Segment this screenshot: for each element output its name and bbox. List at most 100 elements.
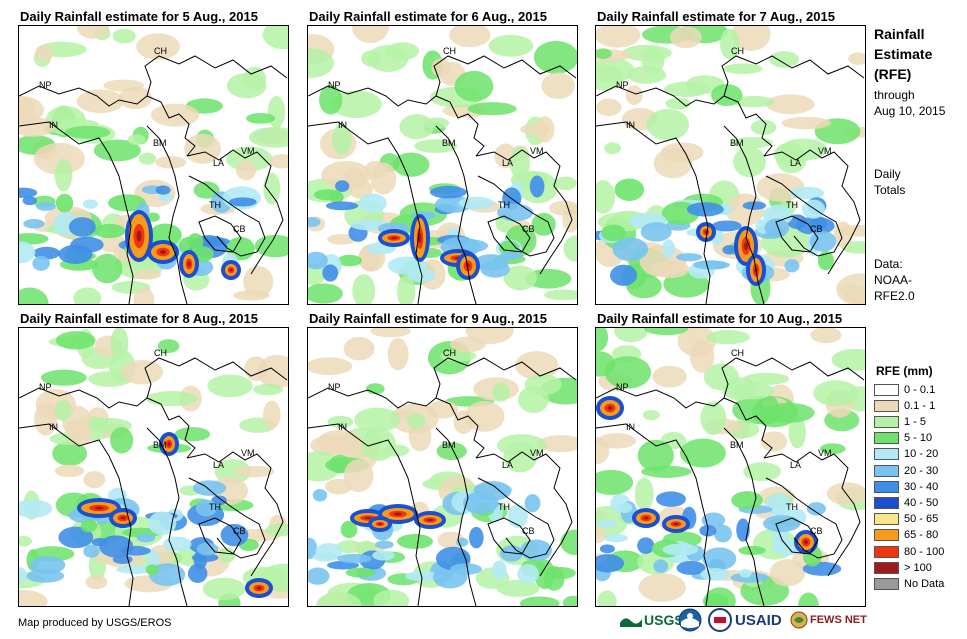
rainfall-area bbox=[467, 102, 517, 116]
rainfall-area bbox=[148, 511, 177, 536]
rainfall-area bbox=[19, 589, 48, 606]
rainfall-area bbox=[596, 519, 617, 528]
rainfall-area bbox=[93, 139, 141, 162]
rainfall-area bbox=[765, 494, 792, 517]
rainfall-area bbox=[73, 287, 102, 304]
country-label: IN bbox=[49, 120, 58, 130]
map-panel-1: CH NP IN BM LA VM TH CB bbox=[18, 25, 289, 305]
country-label: NP bbox=[39, 382, 52, 392]
rainfall-area bbox=[436, 442, 467, 460]
rainfall-area bbox=[29, 556, 66, 574]
country-label: IN bbox=[338, 422, 347, 432]
rainfall-area bbox=[220, 523, 249, 547]
rainfall-area bbox=[596, 328, 609, 352]
rainfall-area bbox=[520, 539, 553, 562]
country-boundary bbox=[19, 387, 196, 459]
country-label: LA bbox=[790, 158, 801, 168]
rainfall-area bbox=[798, 592, 819, 606]
rainfall-area bbox=[348, 179, 373, 199]
country-label: TH bbox=[209, 502, 221, 512]
country-label: BM bbox=[153, 440, 167, 450]
legend-label: 1 - 5 bbox=[904, 415, 927, 428]
rainfall-area bbox=[193, 181, 220, 199]
rainfall-area bbox=[543, 566, 565, 591]
rainfall-area bbox=[519, 596, 560, 606]
rainfall-area bbox=[731, 382, 774, 400]
legend-swatch bbox=[874, 383, 899, 396]
usgs-logo: USGS bbox=[620, 607, 684, 633]
country-label: CB bbox=[233, 526, 246, 536]
legend-label: No Data bbox=[904, 577, 945, 590]
country-label: CH bbox=[443, 348, 456, 358]
rainfall-area bbox=[308, 357, 353, 376]
panel-title-1: Daily Rainfall estimate for 5 Aug., 2015 bbox=[20, 9, 258, 24]
rainfall-area bbox=[243, 265, 274, 298]
rainfall-area bbox=[769, 559, 806, 587]
rainfall-area bbox=[604, 142, 621, 155]
panel-title-3: Daily Rainfall estimate for 7 Aug., 2015 bbox=[597, 9, 835, 24]
country-boundary bbox=[596, 121, 711, 304]
country-boundary bbox=[775, 517, 819, 555]
rainfall-area bbox=[427, 518, 433, 522]
country-label: VM bbox=[818, 146, 832, 156]
rainfall-area bbox=[252, 383, 284, 396]
rainfall-area bbox=[464, 401, 505, 432]
rainfall-area bbox=[310, 434, 352, 456]
rainfall-area bbox=[19, 241, 36, 264]
rainfall-area bbox=[739, 568, 752, 578]
rainfall-area bbox=[639, 245, 687, 278]
rainfall-area bbox=[373, 589, 410, 606]
rainfall-area bbox=[312, 488, 328, 502]
rainfall-area bbox=[596, 48, 612, 59]
rainfall-area bbox=[88, 371, 133, 387]
rainfall-area bbox=[597, 433, 637, 449]
legend-swatch bbox=[874, 448, 899, 461]
rainfall-area bbox=[343, 336, 375, 361]
rainfall-area bbox=[352, 26, 389, 44]
rainfall-area bbox=[19, 187, 38, 198]
legend-item: 80 - 100 bbox=[874, 544, 944, 559]
rainfall-area bbox=[23, 218, 45, 229]
rainfall-area bbox=[325, 201, 359, 211]
rainfall-area bbox=[91, 253, 123, 284]
rainfall-area bbox=[760, 431, 788, 452]
country-boundary bbox=[198, 517, 242, 555]
rainfall-area bbox=[19, 287, 49, 304]
rainfall-area bbox=[195, 499, 217, 517]
rainfall-area bbox=[543, 289, 577, 301]
rainfall-area bbox=[731, 491, 763, 510]
rainfall-area bbox=[456, 537, 469, 547]
rainfall-area bbox=[229, 197, 257, 207]
rainfall-area bbox=[676, 253, 703, 262]
rainfall-area bbox=[127, 134, 146, 146]
rainfall-area bbox=[267, 95, 286, 129]
legend-item: 0 - 0.1 bbox=[874, 382, 935, 397]
rainfall-area bbox=[498, 240, 520, 256]
country-boundary bbox=[146, 427, 188, 606]
country-boundary bbox=[723, 125, 765, 304]
country-boundary bbox=[308, 121, 423, 304]
rainfall-area bbox=[700, 568, 730, 581]
rainfall-area bbox=[713, 524, 732, 543]
rainfall-area bbox=[246, 112, 276, 124]
rainfall-area bbox=[160, 250, 166, 254]
rainfall-area bbox=[548, 200, 577, 216]
country-boundary bbox=[188, 477, 266, 559]
country-boundary bbox=[19, 121, 134, 304]
rainfall-area bbox=[324, 478, 352, 495]
country-label: NP bbox=[616, 382, 629, 392]
rainfall-area bbox=[809, 231, 837, 252]
legend-item: 0.1 - 1 bbox=[874, 398, 935, 413]
legend-swatch bbox=[874, 415, 899, 428]
rainfall-area bbox=[120, 516, 126, 520]
country-label: BM bbox=[442, 440, 456, 450]
legend-swatch bbox=[874, 464, 899, 477]
rainfall-area bbox=[429, 185, 467, 199]
rainfall-area bbox=[82, 199, 98, 209]
rainfall-area bbox=[248, 126, 288, 148]
rainfall-area bbox=[524, 494, 541, 513]
country-label: NP bbox=[328, 80, 341, 90]
rainfall-area bbox=[112, 555, 133, 564]
rainfall-area bbox=[336, 553, 372, 564]
rainfall-area bbox=[763, 515, 801, 533]
